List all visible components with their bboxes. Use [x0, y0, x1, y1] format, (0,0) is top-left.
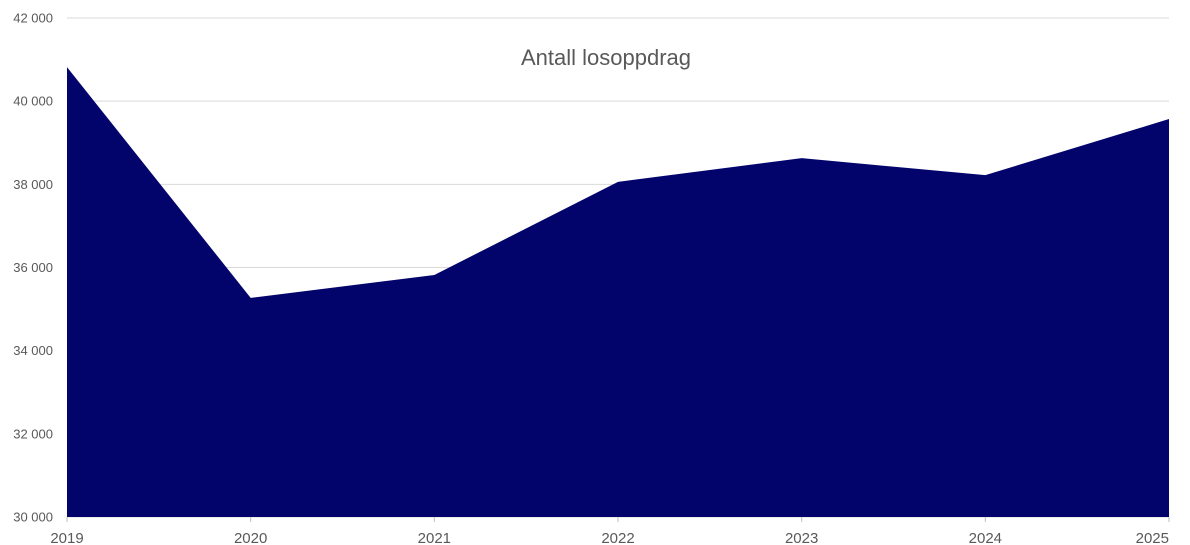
y-tick-label: 30 000: [13, 510, 53, 525]
x-tick-label: 2020: [234, 530, 267, 545]
y-tick-label: 36 000: [13, 260, 53, 275]
y-tick-label: 42 000: [13, 11, 53, 26]
area-fill: [67, 67, 1169, 518]
y-axis-ticks: 30 000 32 000 34 000 36 000 38 000 40 000 42 0…: [13, 11, 53, 525]
y-tick-label: 40 000: [13, 94, 53, 109]
y-tick-label: 32 000: [13, 426, 53, 441]
x-axis-ticks: 2019 2020 2021 2022 2023 2024 2025: [50, 517, 1170, 545]
x-tick-label: 2025: [1136, 530, 1169, 545]
x-tick-label: 2023: [785, 530, 818, 545]
x-tick-label: 2019: [50, 530, 83, 545]
chart-title: Antall losoppdrag: [521, 45, 691, 70]
x-tick-label: 2024: [969, 530, 1002, 545]
x-tick-label: 2022: [601, 530, 634, 545]
y-tick-label: 38 000: [13, 177, 53, 192]
y-tick-label: 34 000: [13, 343, 53, 358]
x-tick-label: 2021: [418, 530, 451, 545]
area-series: [67, 67, 1169, 518]
